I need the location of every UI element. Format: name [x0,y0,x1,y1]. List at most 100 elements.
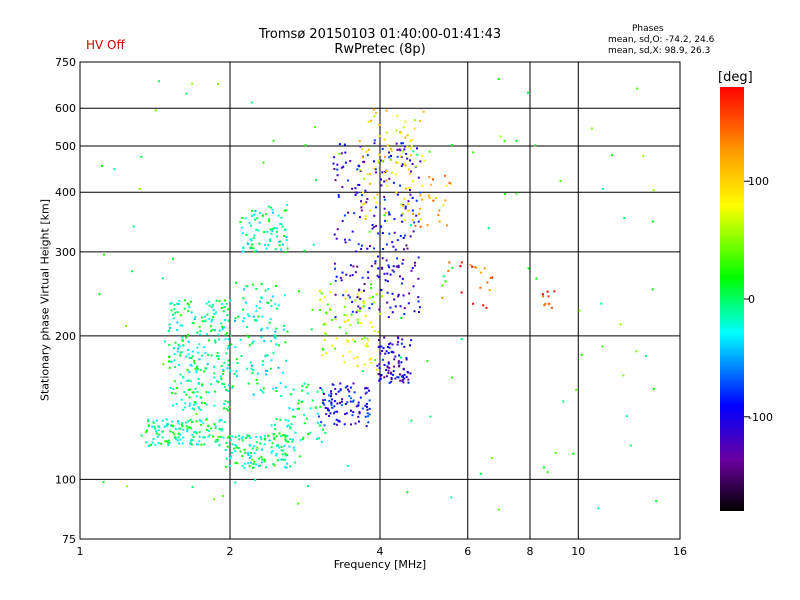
data-point [277,344,280,347]
data-point [274,424,276,427]
data-point [259,442,262,445]
data-point [340,279,343,282]
data-point [231,443,234,446]
data-point [403,307,406,310]
data-point [336,168,339,171]
data-point [228,345,231,348]
data-point [305,386,308,389]
data-point [285,204,288,206]
data-point [485,306,488,309]
data-point [398,148,401,151]
data-point [404,120,407,123]
data-point [198,325,201,328]
data-point [348,296,351,299]
data-point [471,151,474,154]
data-point [417,296,420,299]
data-point [347,388,349,391]
data-point [236,375,238,378]
data-point [374,260,377,263]
data-point [241,250,244,253]
data-point [259,389,262,392]
data-point [322,402,325,405]
data-point [388,156,391,159]
data-point [412,230,415,233]
data-point [393,218,396,221]
data-point [619,323,622,326]
data-point [175,438,177,441]
data-point [400,361,403,364]
data-point [275,307,278,310]
data-point [272,387,275,390]
data-point [205,417,208,420]
data-point [268,439,271,442]
data-point [250,101,253,104]
data-point [352,382,355,385]
data-point [356,191,359,194]
data-point [244,451,247,454]
data-point [356,365,359,367]
data-point [102,481,105,484]
data-point [218,444,221,447]
data-point [296,407,299,410]
data-point [182,339,185,342]
data-point [273,334,276,336]
data-point [396,161,399,164]
data-point [282,328,285,331]
data-point [164,340,167,343]
data-point [362,305,365,308]
data-point [247,243,250,246]
data-point [230,455,233,458]
data-point [385,350,388,353]
data-point [246,285,249,288]
data-point [317,415,320,418]
data-point [324,332,327,335]
data-point [323,393,325,395]
data-point [177,420,180,423]
data-point [170,424,172,427]
data-point [179,373,182,376]
data-point [301,385,304,388]
data-point [387,369,390,372]
data-point [186,368,189,371]
data-point [221,303,224,306]
data-point [235,358,238,361]
data-point [399,235,402,237]
data-point [193,362,196,365]
data-point [213,376,216,379]
data-point [234,461,237,464]
data-point [272,352,275,355]
data-point [233,447,235,450]
data-point [387,352,390,354]
data-point [248,457,251,459]
data-point [377,373,380,376]
data-point [279,222,282,225]
data-point [167,442,170,444]
data-point [469,263,472,266]
data-point [381,232,384,234]
data-point [357,404,360,407]
data-point [356,296,359,299]
data-point [190,364,193,367]
data-point [253,445,256,448]
data-point [394,248,397,251]
data-point [426,224,429,227]
data-point [412,150,415,153]
data-point [388,266,390,269]
data-point [383,336,386,339]
data-point [330,401,333,404]
data-point [246,434,249,436]
data-point [364,387,367,390]
data-point [366,337,369,340]
data-point [208,317,211,320]
data-point [170,360,173,363]
data-point [316,421,319,424]
data-point [361,276,364,279]
data-point [233,372,236,375]
data-point [243,466,246,469]
data-point [392,181,395,184]
data-point [184,406,187,409]
data-point [322,399,324,402]
data-point [371,296,374,298]
data-point [276,230,278,233]
data-point [214,427,217,430]
